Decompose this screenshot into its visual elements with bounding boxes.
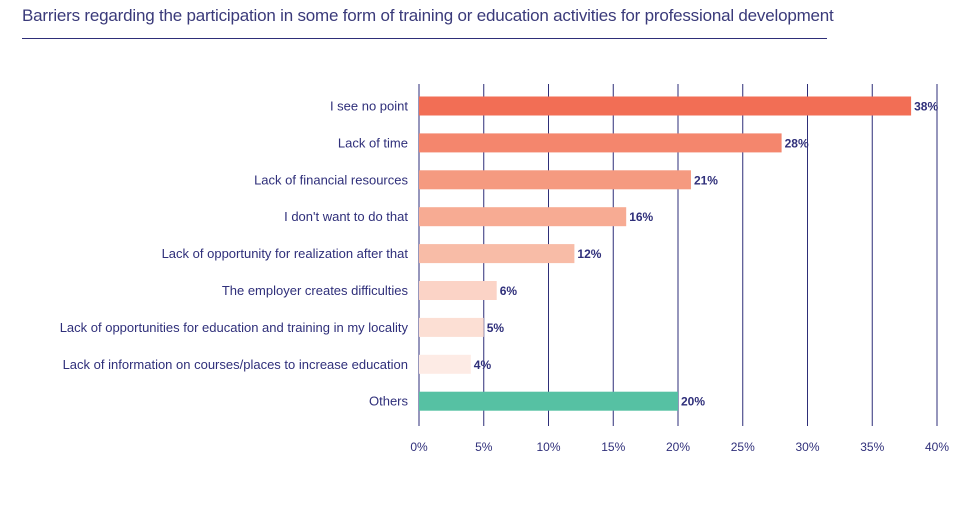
bar bbox=[419, 170, 691, 190]
value-label: 12% bbox=[577, 247, 601, 261]
value-label: 28% bbox=[785, 136, 809, 150]
category-label: I see no point bbox=[330, 99, 408, 114]
x-tick-label: 30% bbox=[795, 440, 819, 454]
x-tick-label: 15% bbox=[601, 440, 625, 454]
x-tick-labels: 0% 5% 10% 15% 20% 25% 30% 35% 40% bbox=[410, 440, 949, 454]
category-labels: I see no point Lack of time Lack of financ… bbox=[60, 99, 409, 409]
bar bbox=[419, 354, 471, 374]
x-tick-label: 25% bbox=[731, 440, 755, 454]
bar bbox=[419, 96, 912, 116]
bar bbox=[419, 207, 627, 227]
x-tick-label: 20% bbox=[666, 440, 690, 454]
value-label: 20% bbox=[681, 395, 705, 409]
x-tick-label: 35% bbox=[860, 440, 884, 454]
category-label: Lack of financial resources bbox=[254, 172, 408, 187]
chart-title: Barriers regarding the participation in … bbox=[22, 6, 834, 25]
category-label: Others bbox=[369, 394, 409, 409]
value-label: 4% bbox=[474, 358, 492, 372]
x-tick-label: 5% bbox=[475, 440, 493, 454]
bar bbox=[419, 281, 497, 300]
value-label: 21% bbox=[694, 173, 718, 187]
category-label: The employer creates difficulties bbox=[222, 283, 409, 298]
x-tick-label: 40% bbox=[925, 440, 949, 454]
category-label: Lack of information on courses/places to… bbox=[63, 357, 408, 372]
title-divider bbox=[22, 38, 827, 39]
category-label: I don't want to do that bbox=[284, 209, 408, 224]
value-label: 5% bbox=[487, 321, 505, 335]
x-tick-label: 0% bbox=[410, 440, 428, 454]
bar bbox=[419, 391, 678, 411]
value-labels: 38% 28% 21% 16% 12% 6% 5% 4% 20% bbox=[474, 100, 939, 409]
value-label: 38% bbox=[914, 100, 938, 114]
x-tick-label: 10% bbox=[536, 440, 560, 454]
category-label: Lack of opportunities for education and … bbox=[60, 320, 409, 335]
bar bbox=[419, 133, 782, 153]
value-label: 16% bbox=[629, 210, 653, 224]
bars bbox=[419, 96, 912, 411]
bar bbox=[419, 244, 575, 264]
value-label: 6% bbox=[500, 284, 518, 298]
category-label: Lack of opportunity for realization afte… bbox=[162, 246, 409, 261]
category-label: Lack of time bbox=[338, 135, 408, 150]
bar bbox=[419, 317, 484, 337]
